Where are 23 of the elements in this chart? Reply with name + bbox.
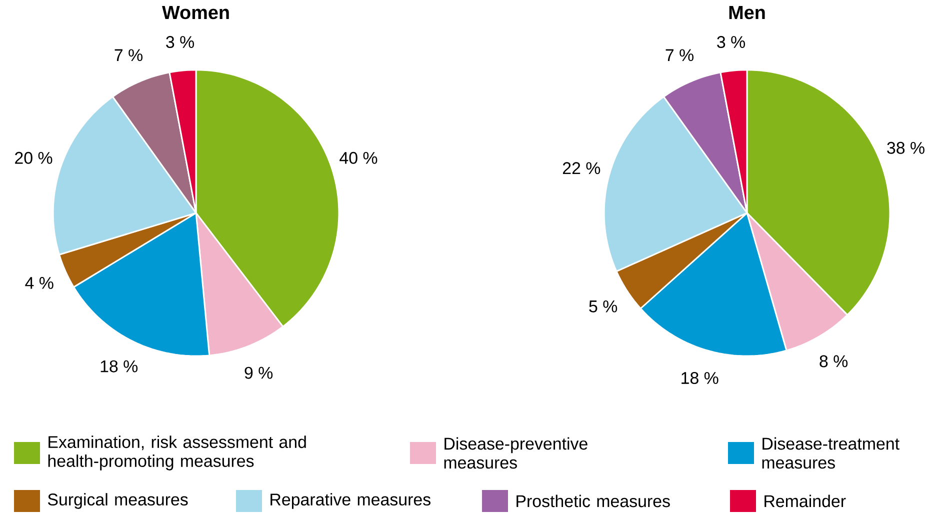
chart-title: Men [729, 6, 765, 20]
data-label: 7 % [666, 49, 694, 62]
chart-title: Women [162, 6, 229, 20]
legend-label: Disease-treatment measures [762, 437, 900, 469]
data-label: 3 % [717, 36, 745, 48]
data-label: 7 % [114, 49, 142, 62]
data-label: 3 % [166, 36, 194, 48]
data-label: 4 % [25, 277, 54, 289]
legend-label: Prosthetic measures [516, 494, 670, 508]
data-label: 8 % [820, 355, 848, 368]
legend-label: Examination, risk assessment and health-promoting measures [48, 436, 306, 470]
data-label: 40 % [340, 152, 378, 164]
legend-label: Surgical measures [48, 493, 188, 509]
legend-label: Disease-preventive measures [444, 437, 588, 469]
data-label: 18 % [100, 360, 138, 372]
data-label: 5 % [589, 300, 618, 312]
data-label: 20 % [15, 152, 52, 164]
data-label: 22 % [562, 162, 600, 174]
legend-label: Reparative measures [270, 493, 430, 509]
legend-label: Remainder [764, 494, 846, 508]
data-label: 38 % [887, 142, 924, 154]
data-label: 9 % [244, 366, 273, 379]
data-label: 18 % [682, 372, 718, 384]
